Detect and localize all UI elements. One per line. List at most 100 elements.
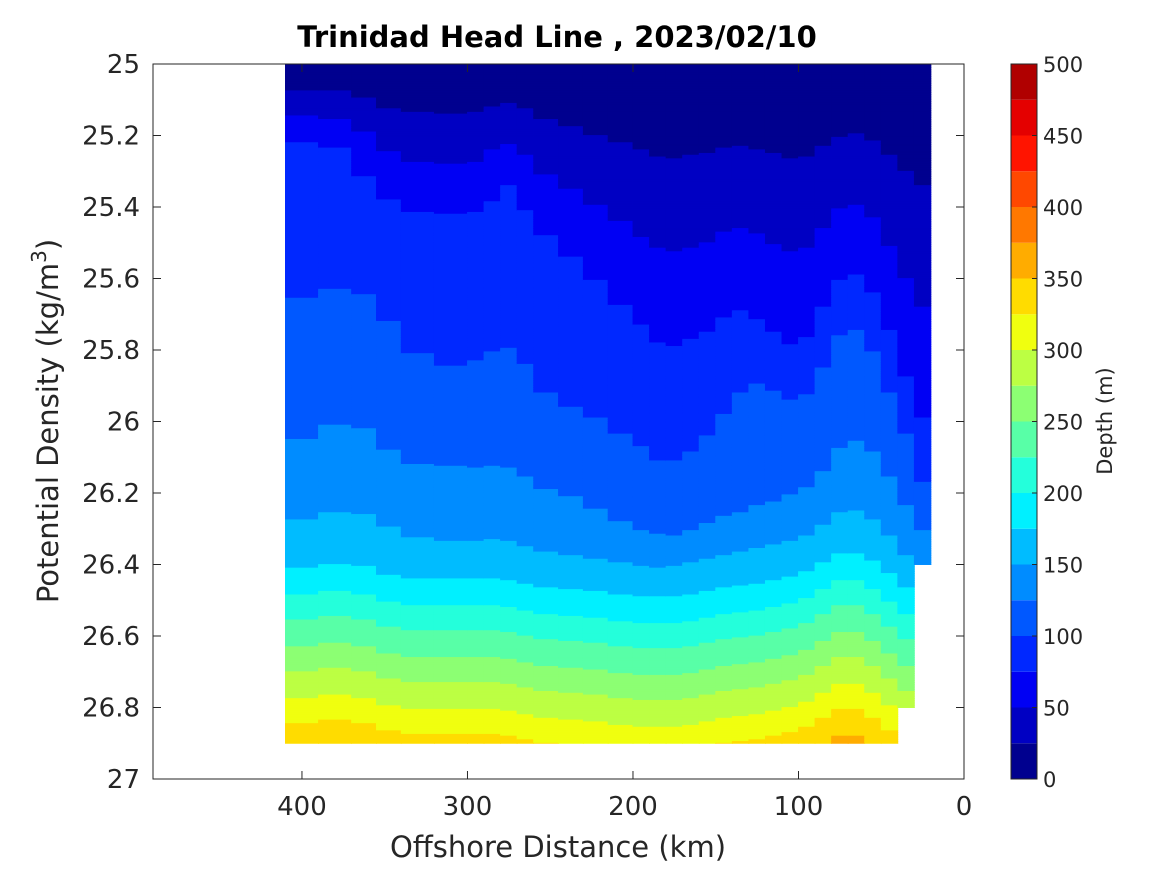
depth-cell [351, 213, 377, 217]
depth-cell [516, 410, 535, 413]
depth-cell [483, 283, 501, 287]
depth-cell [285, 526, 319, 530]
depth-cell [376, 510, 402, 514]
depth-cell [318, 458, 353, 462]
depth-cell [516, 126, 535, 129]
depth-cell [351, 285, 377, 288]
depth-cell [318, 678, 353, 682]
depth-cell [516, 489, 535, 492]
depth-cell [533, 195, 559, 199]
depth-cell [433, 306, 468, 310]
depth-cell [582, 417, 609, 421]
depth-cell [285, 367, 319, 371]
depth-cell [582, 351, 609, 354]
depth-cell [582, 303, 609, 306]
depth-cell [607, 102, 634, 106]
depth-cell [500, 304, 518, 308]
depth-cell [516, 412, 535, 415]
depth-cell [467, 102, 485, 106]
depth-cell [467, 497, 485, 501]
depth-cell [500, 313, 518, 317]
depth-cell [533, 490, 559, 494]
depth-cell [516, 362, 535, 365]
depth-cell [582, 344, 609, 347]
depth-cell [558, 487, 584, 490]
depth-cell [516, 724, 535, 728]
depth-cell [376, 438, 402, 442]
depth-cell [376, 662, 402, 665]
depth-cell [500, 144, 518, 147]
depth-cell [376, 515, 402, 519]
depth-cell [318, 379, 353, 383]
depth-cell [467, 723, 485, 726]
depth-cell [582, 469, 609, 472]
depth-cell [582, 485, 609, 489]
depth-cell [483, 299, 501, 303]
depth-cell [582, 154, 609, 158]
depth-cell [483, 235, 501, 238]
depth-cell [533, 569, 559, 573]
depth-cell [285, 549, 319, 553]
depth-cell [376, 161, 402, 165]
depth-cell [500, 308, 518, 312]
depth-cell [500, 267, 518, 270]
depth-cell [582, 424, 609, 428]
depth-cell [285, 247, 319, 251]
depth-cell [533, 308, 559, 312]
depth-cell [433, 508, 468, 512]
depth-cell [376, 624, 402, 628]
depth-cell [558, 195, 584, 199]
depth-cell [376, 556, 402, 560]
depth-cell [351, 489, 377, 492]
depth-cell [483, 551, 501, 555]
depth-cell [467, 646, 485, 649]
depth-cell [582, 519, 609, 522]
depth-cell [483, 353, 501, 356]
depth-cell [318, 347, 353, 351]
depth-cell [285, 206, 319, 210]
depth-cell [533, 129, 559, 133]
depth-cell [376, 689, 402, 692]
depth-cell [285, 90, 319, 93]
depth-cell [467, 683, 485, 687]
depth-cell [400, 117, 435, 120]
depth-cell [285, 692, 319, 696]
depth-cell [400, 315, 435, 319]
depth-cell [433, 596, 468, 599]
depth-cell [467, 428, 485, 431]
depth-cell [500, 476, 518, 480]
depth-cell [516, 328, 535, 331]
depth-cell [516, 635, 535, 639]
depth-cell [558, 260, 584, 263]
depth-cell [376, 369, 402, 372]
depth-cell [351, 294, 377, 297]
depth-cell [400, 335, 435, 338]
depth-cell [467, 653, 485, 657]
depth-cell [351, 308, 377, 312]
depth-cell [376, 301, 402, 304]
depth-cell [483, 699, 501, 703]
depth-cell [376, 342, 402, 346]
depth-cell [351, 390, 377, 394]
depth-cell [433, 474, 468, 478]
depth-cell [582, 244, 609, 247]
depth-cell [533, 438, 559, 442]
depth-cell [558, 698, 584, 701]
depth-cell [285, 179, 319, 183]
depth-cell [376, 485, 402, 489]
depth-cell [533, 667, 559, 671]
depth-cell [483, 737, 501, 741]
depth-cell [318, 578, 353, 581]
depth-cell [467, 152, 485, 156]
depth-cell [285, 680, 319, 683]
depth-cell [318, 283, 353, 287]
depth-cell [516, 215, 535, 219]
depth-cell [483, 65, 501, 68]
depth-cell [285, 138, 319, 142]
depth-cell [558, 521, 584, 524]
depth-cell [318, 340, 353, 344]
depth-cell [433, 265, 468, 269]
depth-cell [533, 178, 559, 181]
depth-cell [400, 703, 435, 707]
depth-cell [351, 428, 377, 431]
